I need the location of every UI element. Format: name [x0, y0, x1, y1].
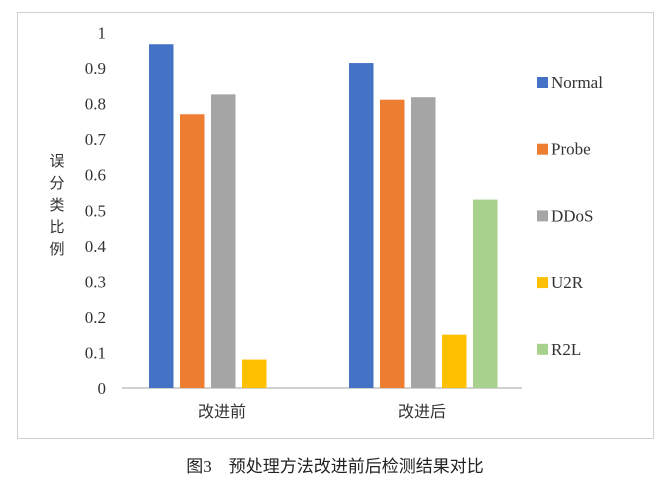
bar-normal-2: [349, 63, 374, 388]
x-tick-label: 改进后: [398, 402, 446, 421]
legend-label-r2l: R2L: [551, 340, 581, 359]
figure-caption: 图3 预处理方法改进前后检测结果对比: [186, 457, 484, 476]
y-tick-label: 0.4: [85, 237, 107, 256]
chart-frame: [17, 12, 654, 439]
bar-normal-1: [149, 44, 174, 388]
legend-label-u2r: U2R: [551, 273, 584, 292]
legend-label-probe: Probe: [551, 140, 591, 159]
legend-label-ddos: DDoS: [551, 206, 594, 225]
bar-probe-1: [180, 114, 205, 388]
legend-swatch-u2r: [537, 277, 548, 289]
y-tick-label: 0: [98, 379, 107, 398]
bar-r2l-2: [473, 199, 498, 388]
y-tick-label: 0.7: [85, 130, 107, 149]
bar-u2r-2: [442, 334, 467, 388]
y-tick-label: 0.9: [85, 59, 106, 78]
bar-ddos-1: [211, 94, 236, 389]
bar-u2r-1: [242, 359, 267, 388]
y-tick-label: 0.6: [85, 166, 106, 185]
legend-label-normal: Normal: [551, 73, 603, 92]
legend-swatch-ddos: [537, 210, 548, 222]
y-tick-label: 0.3: [85, 272, 106, 291]
y-axis-label: 误分类比例: [49, 152, 65, 258]
legend-swatch-probe: [537, 143, 548, 155]
legend-swatch-normal: [537, 77, 548, 88]
y-tick-label: 0.8: [85, 95, 106, 114]
y-tick-label: 0.1: [85, 343, 106, 362]
bar-probe-2: [380, 99, 405, 388]
bar-ddos-2: [411, 97, 436, 389]
x-tick-label: 改进前: [198, 402, 246, 421]
y-tick-label: 1: [98, 24, 107, 43]
legend-swatch-r2l: [537, 343, 548, 355]
y-tick-label: 0.2: [85, 308, 106, 327]
y-tick-label: 0.5: [85, 201, 106, 220]
